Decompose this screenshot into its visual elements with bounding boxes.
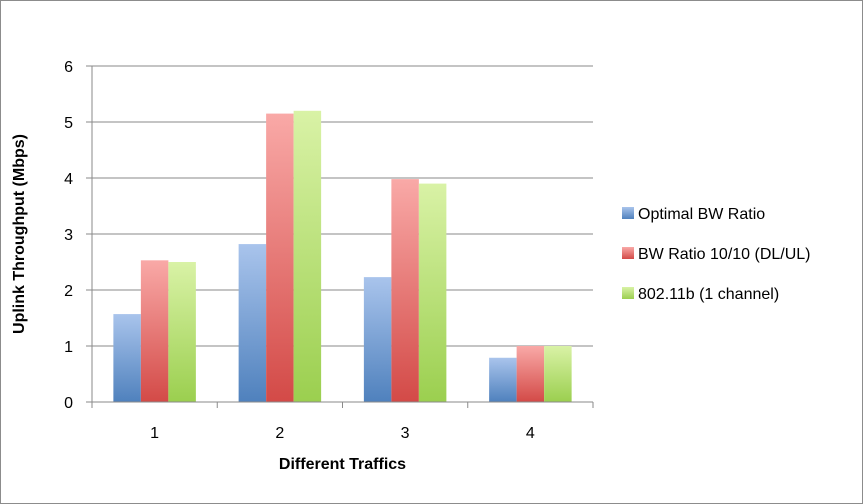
legend-label: BW Ratio 10/10 (DL/UL) xyxy=(638,246,811,263)
bar xyxy=(113,314,141,402)
y-axis-title: Uplink Throughput (Mbps) xyxy=(11,134,28,334)
bar xyxy=(363,277,392,402)
bar xyxy=(238,244,267,402)
legend: Optimal BW Ratio BW Ratio 10/10 (DL/UL) 80… xyxy=(622,206,811,303)
legend-swatch xyxy=(622,247,634,259)
bar xyxy=(391,179,419,402)
y-tick-label: 5 xyxy=(64,115,73,132)
legend-swatch xyxy=(622,207,634,219)
bar xyxy=(489,357,517,402)
bars xyxy=(113,110,572,403)
bar xyxy=(544,346,572,402)
bar xyxy=(140,260,169,402)
y-tick-label: 4 xyxy=(64,171,73,188)
x-tick-label: 3 xyxy=(401,425,410,442)
y-tick-label: 6 xyxy=(64,59,73,76)
legend-label: Optimal BW Ratio xyxy=(638,206,765,223)
y-tick-label: 2 xyxy=(64,283,73,300)
y-tick-label: 1 xyxy=(64,339,73,356)
legend-swatch xyxy=(622,287,634,299)
bar xyxy=(516,346,545,402)
x-tick-label: 4 xyxy=(526,425,535,442)
y-tick-label: 3 xyxy=(64,227,73,244)
x-tick-label: 1 xyxy=(150,425,159,442)
bar xyxy=(266,113,294,402)
y-tick-labels: 0 1 2 3 4 5 6 xyxy=(64,59,92,412)
y-tick-label: 0 xyxy=(64,395,73,412)
bar xyxy=(168,262,196,402)
x-tick-labels: 1 2 3 4 xyxy=(91,402,594,442)
x-axis-title: Different Traffics xyxy=(279,456,406,473)
x-tick-label: 2 xyxy=(275,425,284,442)
bar xyxy=(293,110,322,403)
legend-label: 802.11b (1 channel) xyxy=(638,286,779,303)
bar xyxy=(418,183,447,402)
